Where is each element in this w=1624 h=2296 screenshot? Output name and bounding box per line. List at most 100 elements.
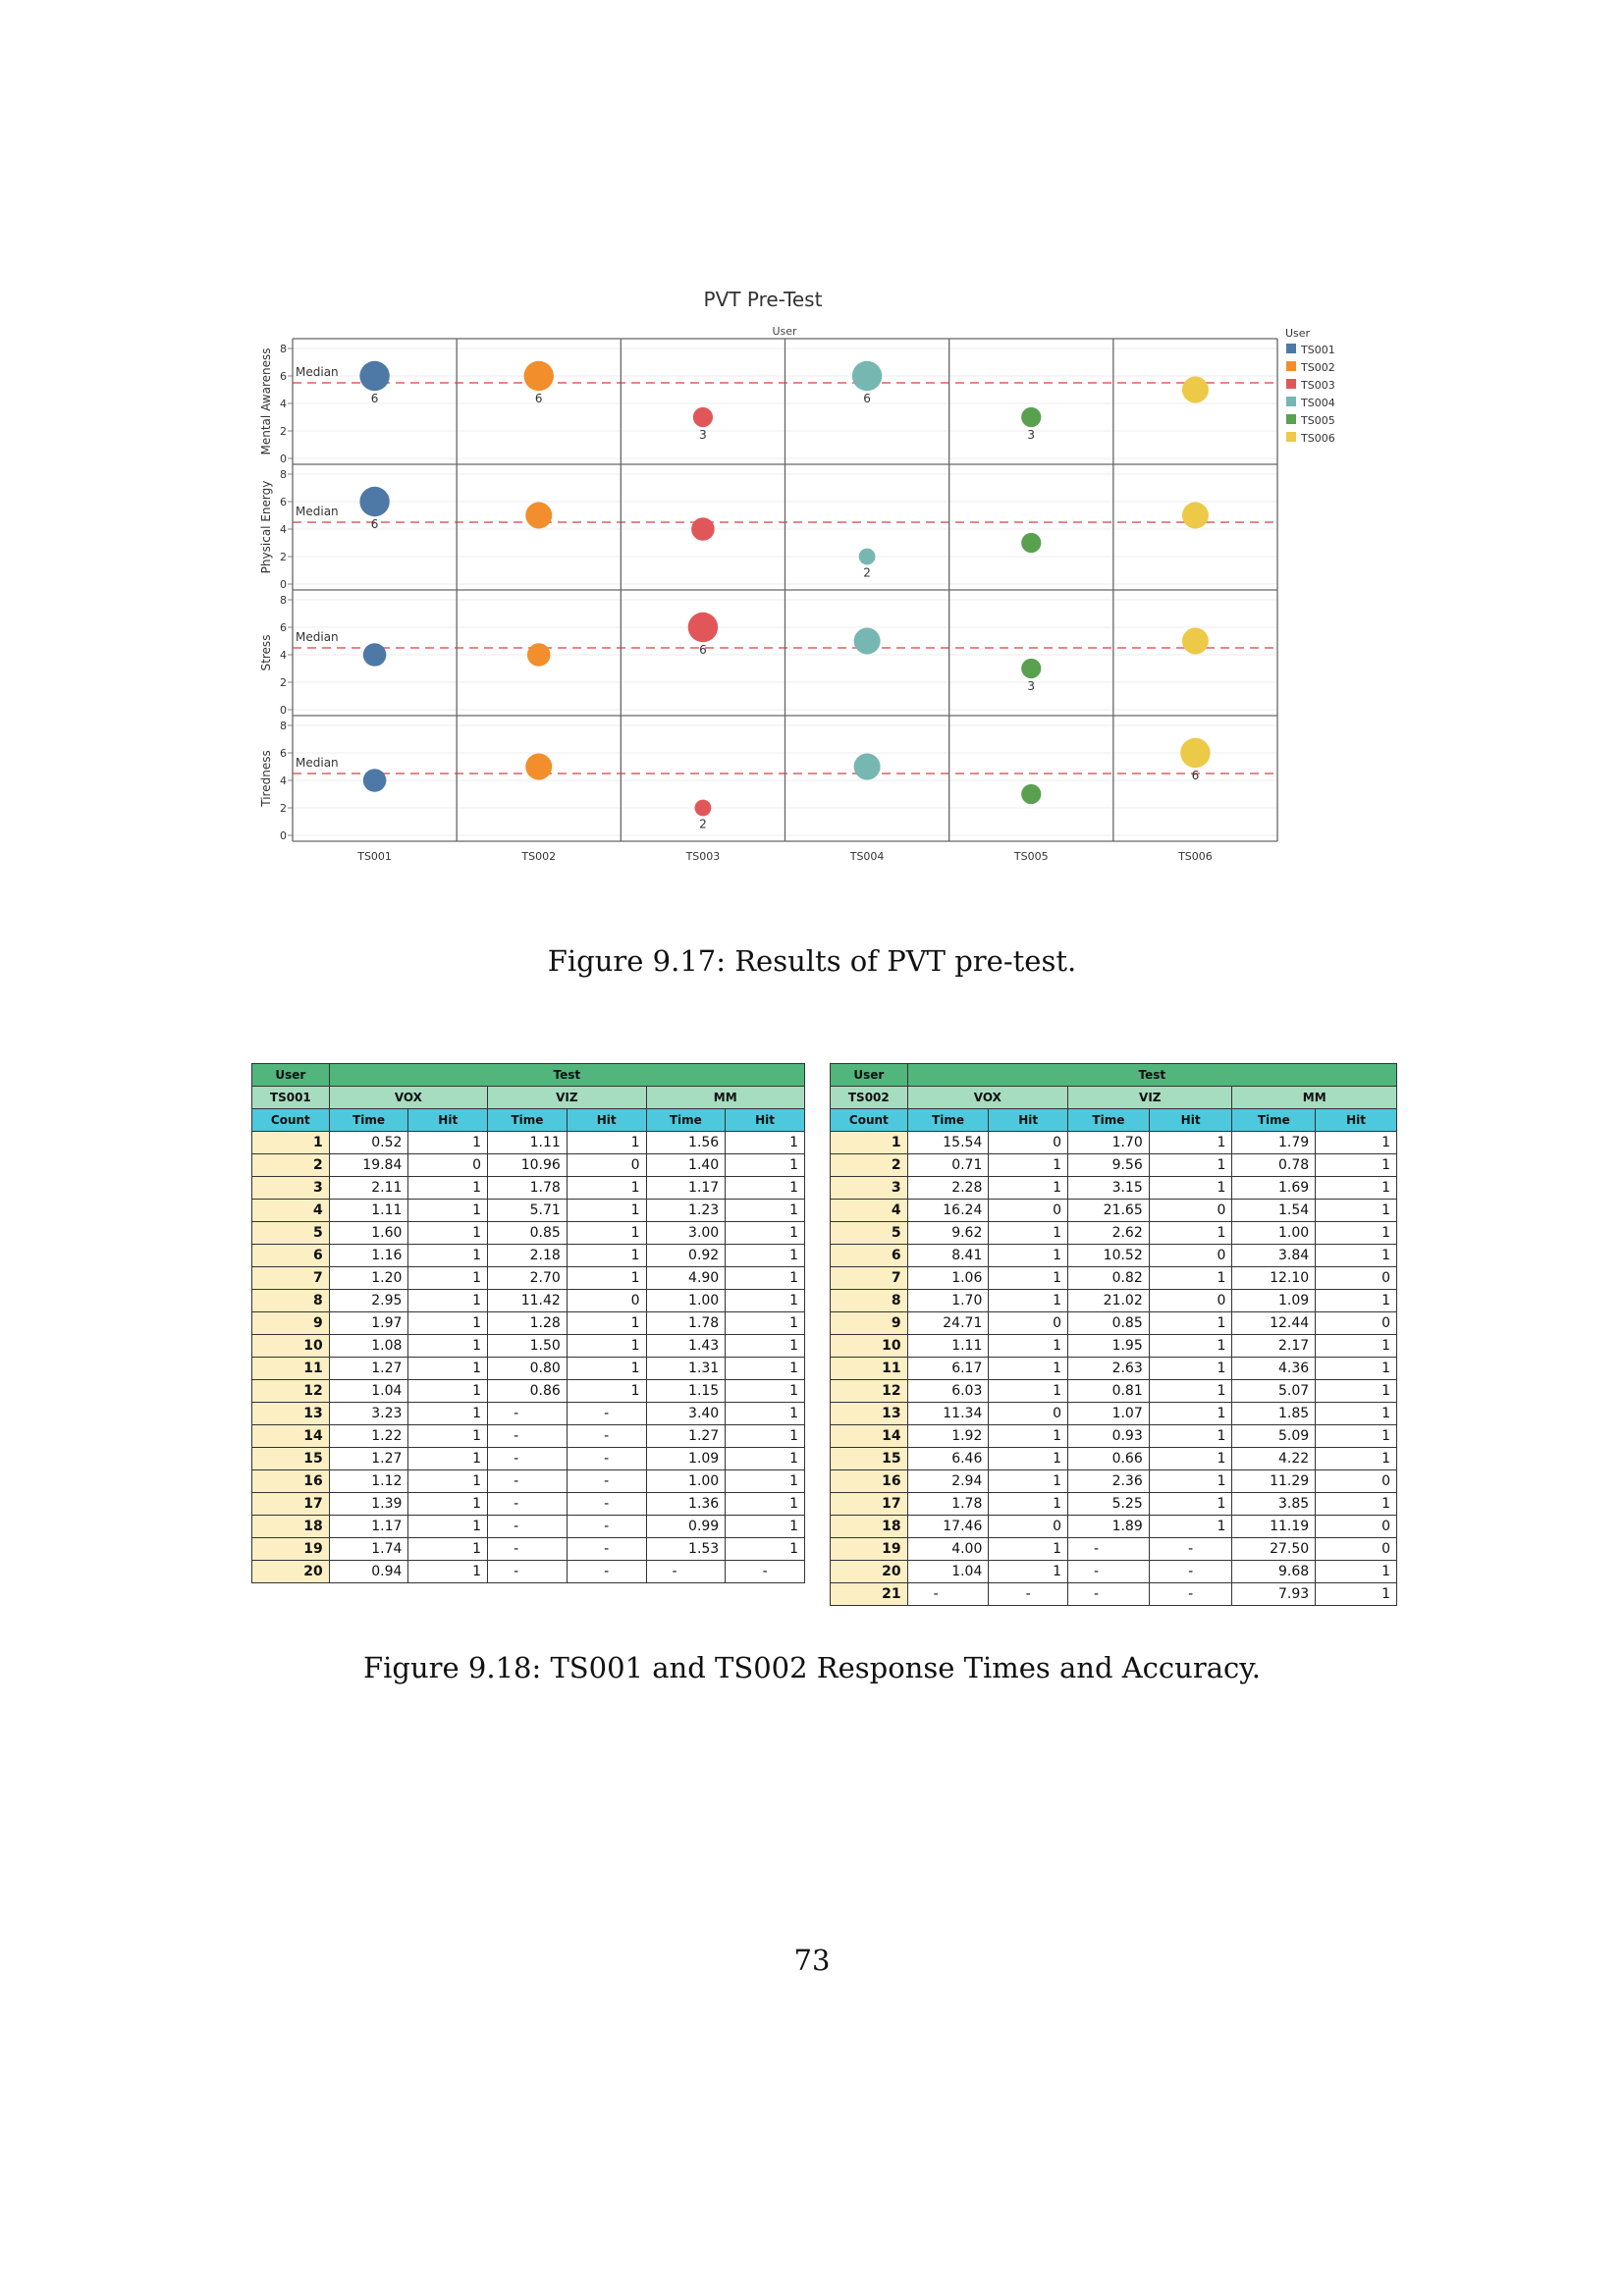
time-cell: 1.70 (906, 1289, 990, 1312)
time-cell: 1.78 (487, 1176, 568, 1200)
time-cell: 0.94 (328, 1560, 409, 1583)
hit-cell: 1 (1315, 1492, 1397, 1516)
time-cell: 1.92 (906, 1424, 990, 1448)
hit-cell: 1 (725, 1537, 805, 1561)
time-cell: 1.78 (645, 1311, 727, 1335)
data-point (362, 643, 387, 667)
time-cell: 2.94 (906, 1469, 990, 1493)
hit-cell: 0 (1315, 1266, 1397, 1290)
count-cell: 6 (251, 1244, 330, 1267)
time-cell: 9.56 (1067, 1153, 1150, 1177)
data-label: 3 (1027, 428, 1035, 442)
time-cell: 1.89 (1067, 1515, 1150, 1538)
count-cell: 12 (251, 1379, 330, 1403)
count-cell: 2 (251, 1153, 330, 1177)
data-point (694, 799, 712, 817)
time-cell: 1.23 (645, 1199, 727, 1222)
legend-item: TS003 (1300, 379, 1335, 392)
count-cell: 20 (251, 1560, 330, 1583)
time-cell: 1.85 (1231, 1402, 1317, 1425)
hit-cell: 1 (1148, 1379, 1233, 1403)
pvt-pretest-chart: PVT Pre-Test User Mental Awareness 0 2 4 6 8 Med… (259, 288, 1335, 863)
row-label: Tiredness (259, 750, 273, 807)
time-cell: - (906, 1582, 990, 1606)
hit-cell: 1 (1148, 1131, 1233, 1154)
table-row: 11 1.27 1 0.80 1 1.31 1 (251, 1357, 805, 1380)
time-cell: 4.22 (1231, 1447, 1317, 1470)
time-cell: - (1067, 1560, 1150, 1583)
count-cell: 16 (830, 1469, 908, 1493)
time-cell: 3.15 (1067, 1176, 1150, 1200)
table-row: 12 6.03 1 0.81 1 5.07 1 (830, 1379, 1397, 1403)
hit-cell: 1 (988, 1537, 1069, 1561)
time-cell: 1.11 (487, 1131, 568, 1154)
time-cell: 1.60 (328, 1221, 409, 1245)
hit-cell: - (1148, 1537, 1233, 1561)
hit-cell: 1 (988, 1153, 1069, 1177)
table-row: 10 1.11 1 1.95 1 2.17 1 (830, 1334, 1397, 1358)
table-row: 5 9.62 1 2.62 1 1.00 1 (830, 1221, 1397, 1245)
y-tick-label: 8 (280, 468, 287, 481)
data-label: 3 (699, 428, 707, 442)
header-count: Count (830, 1108, 908, 1132)
time-cell: 1.04 (328, 1379, 409, 1403)
hit-cell: - (1148, 1560, 1233, 1583)
x-tick-label: TS003 (685, 850, 721, 863)
time-cell: 1.17 (328, 1515, 409, 1538)
hit-cell: 1 (725, 1402, 805, 1425)
x-tick-label: TS006 (1177, 850, 1213, 863)
hit-cell: - (566, 1402, 647, 1425)
median-label: Median (296, 756, 339, 770)
x-tick-label: TS001 (356, 850, 392, 863)
hit-cell: 1 (1315, 1131, 1397, 1154)
data-point (362, 769, 387, 792)
hit-cell: 1 (407, 1515, 489, 1538)
hit-cell: 1 (988, 1424, 1069, 1448)
hit-cell: 0 (1148, 1289, 1233, 1312)
y-tick-label: 8 (280, 343, 287, 355)
data-point (853, 627, 881, 655)
time-cell: 1.40 (645, 1153, 727, 1177)
hit-cell: - (566, 1469, 647, 1493)
header-user-label: User (830, 1063, 908, 1087)
data-point (1181, 627, 1209, 655)
hit-cell: 1 (988, 1334, 1069, 1358)
time-cell: 10.52 (1067, 1244, 1150, 1267)
time-cell: 6.46 (906, 1447, 990, 1470)
hit-cell: 1 (1148, 1357, 1233, 1380)
hit-cell: 1 (1148, 1424, 1233, 1448)
data-point (851, 360, 883, 392)
hit-cell: 1 (1315, 1402, 1397, 1425)
time-cell: 2.11 (328, 1176, 409, 1200)
table-row: 1 15.54 0 1.70 1 1.79 1 (830, 1131, 1397, 1154)
time-cell: 17.46 (906, 1515, 990, 1538)
time-cell: 8.41 (906, 1244, 990, 1267)
hit-cell: 1 (725, 1176, 805, 1200)
header-user-id: TS001 (251, 1086, 330, 1109)
y-tick-label: 0 (280, 704, 287, 717)
time-cell: 1.39 (328, 1492, 409, 1516)
count-cell: 17 (830, 1492, 908, 1516)
time-cell: 1.79 (1231, 1131, 1317, 1154)
time-cell: 15.54 (906, 1131, 990, 1154)
time-cell: - (645, 1560, 727, 1583)
count-cell: 6 (830, 1244, 908, 1267)
table-row: 2 19.84 0 10.96 0 1.40 1 (251, 1153, 805, 1177)
count-cell: 18 (830, 1515, 908, 1538)
count-cell: 8 (251, 1289, 330, 1312)
y-tick-label: 6 (280, 747, 287, 760)
hit-cell: 1 (407, 1402, 489, 1425)
hit-cell: 1 (1148, 1515, 1233, 1538)
time-cell: 2.63 (1067, 1357, 1150, 1380)
legend-swatch (1286, 432, 1296, 442)
hit-cell: 1 (566, 1357, 647, 1380)
hit-cell: 1 (566, 1221, 647, 1245)
time-cell: 0.78 (1231, 1153, 1317, 1177)
hit-cell: 1 (566, 1131, 647, 1154)
table-row: 15 6.46 1 0.66 1 4.22 1 (830, 1447, 1397, 1470)
table-row: 3 2.28 1 3.15 1 1.69 1 (830, 1176, 1397, 1200)
time-cell: - (487, 1492, 568, 1516)
table-row: 4 16.24 0 21.65 0 1.54 1 (830, 1199, 1397, 1222)
time-cell: 2.18 (487, 1244, 568, 1267)
header-time: Time (906, 1108, 990, 1132)
